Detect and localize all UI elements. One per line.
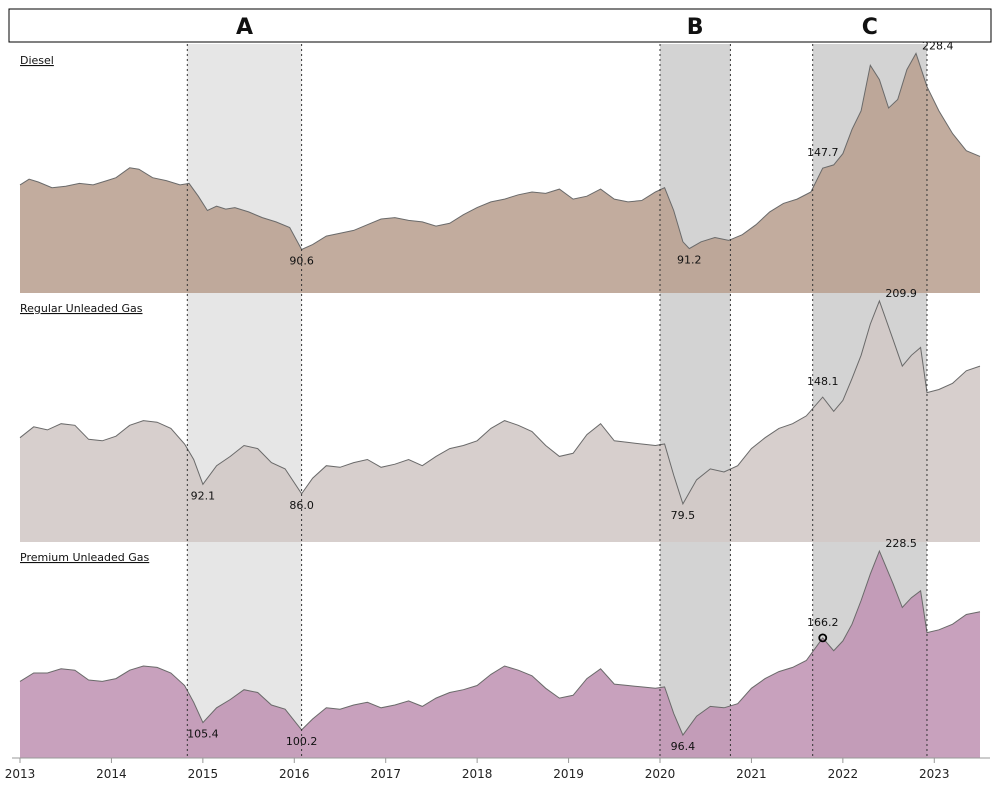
data-label: 100.2 — [286, 735, 318, 748]
period-label-a: A — [236, 15, 253, 40]
data-label: 228.5 — [885, 537, 917, 550]
data-label: 91.2 — [677, 254, 702, 267]
area-regular-unleaded-gas — [20, 300, 980, 542]
line-diesel — [19, 52, 981, 251]
area-premium-unleaded-gas — [20, 551, 980, 758]
line-premium-unleaded-gas — [19, 549, 981, 737]
panel-title-premium-unleaded-gas: Premium Unleaded Gas — [20, 551, 150, 564]
period-band-a — [187, 44, 302, 758]
area-diesel — [20, 53, 980, 294]
data-label: 228.4 — [922, 39, 954, 52]
data-label: 147.7 — [807, 146, 839, 159]
data-label: 166.2 — [807, 616, 839, 629]
data-label: 92.1 — [191, 489, 216, 502]
x-tick-label: 2013 — [5, 767, 36, 781]
panel-regular-unleaded-gas: Regular Unleaded Gas92.186.079.5148.1209… — [19, 287, 981, 542]
x-tick-label: 2023 — [919, 767, 950, 781]
x-tick-label: 2018 — [462, 767, 493, 781]
period-band-b — [660, 44, 731, 758]
panel-title-diesel: Diesel — [20, 54, 54, 67]
x-tick-label: 2015 — [188, 767, 219, 781]
x-tick-label: 2016 — [279, 767, 310, 781]
x-tick-label: 2017 — [370, 767, 401, 781]
period-label-c: C — [862, 15, 878, 40]
period-label-b: B — [687, 15, 704, 40]
data-label: 148.1 — [807, 375, 839, 388]
line-regular-unleaded-gas — [19, 299, 981, 506]
data-label: 96.4 — [671, 740, 696, 753]
x-tick-label: 2014 — [96, 767, 127, 781]
data-label: 79.5 — [671, 509, 696, 522]
data-label: 105.4 — [187, 728, 219, 741]
data-label: 209.9 — [885, 287, 917, 300]
x-tick-label: 2019 — [553, 767, 584, 781]
period-header-box — [8, 8, 992, 43]
x-tick-label: 2021 — [736, 767, 767, 781]
x-tick-label: 2020 — [645, 767, 676, 781]
panel-premium-unleaded-gas: Premium Unleaded Gas 105.4 100.2 96.4 166.2 2… — [19, 537, 981, 758]
x-tick-label: 2022 — [828, 767, 859, 781]
panel-title-regular-unleaded-gas: Regular Unleaded Gas — [20, 302, 143, 315]
highlight-point-marker — [818, 633, 828, 643]
